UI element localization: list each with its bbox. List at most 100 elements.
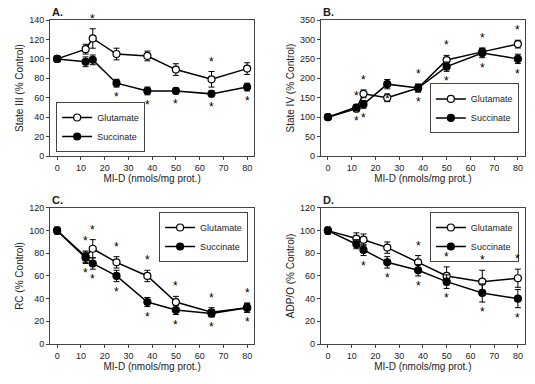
svg-text:30: 30 [123, 163, 133, 173]
svg-text:*: * [361, 111, 366, 125]
svg-text:B.: B. [323, 6, 334, 18]
svg-text:*: * [385, 271, 390, 285]
svg-text:*: * [114, 285, 119, 299]
svg-text:120: 120 [300, 203, 315, 213]
svg-text:RC (% Control): RC (% Control) [14, 242, 25, 310]
svg-text:0: 0 [310, 339, 315, 349]
svg-text:Glutamate: Glutamate [471, 94, 513, 104]
svg-text:20: 20 [370, 163, 380, 173]
svg-text:10: 10 [76, 351, 86, 361]
svg-text:70: 70 [218, 163, 228, 173]
svg-text:20: 20 [100, 351, 110, 361]
svg-text:20: 20 [34, 132, 44, 142]
svg-text:*: * [416, 95, 421, 109]
svg-text:40: 40 [34, 294, 44, 304]
svg-text:120: 120 [29, 35, 44, 45]
svg-text:*: * [361, 73, 366, 87]
svg-text:*: * [90, 272, 95, 286]
svg-text:60: 60 [195, 351, 205, 361]
svg-text:80: 80 [34, 248, 44, 258]
svg-text:60: 60 [34, 271, 44, 281]
svg-text:250: 250 [300, 54, 315, 64]
svg-text:100: 100 [29, 54, 44, 64]
svg-text:*: * [209, 291, 214, 305]
svg-text:80: 80 [513, 163, 523, 173]
svg-text:0: 0 [55, 163, 60, 173]
svg-text:Succinate: Succinate [471, 113, 511, 123]
svg-text:*: * [245, 94, 250, 108]
svg-text:*: * [90, 12, 95, 26]
svg-text:*: * [245, 315, 250, 329]
svg-text:60: 60 [305, 271, 315, 281]
svg-text:0: 0 [310, 151, 315, 161]
svg-text:150: 150 [300, 93, 315, 103]
svg-text:80: 80 [305, 248, 315, 258]
svg-text:*: * [444, 250, 449, 264]
svg-text:80: 80 [513, 351, 523, 361]
svg-text:70: 70 [489, 351, 499, 361]
svg-text:*: * [83, 234, 88, 248]
svg-text:50: 50 [442, 351, 452, 361]
svg-text:MI-D (nmols/mg prot.): MI-D (nmols/mg prot.) [374, 361, 471, 372]
svg-text:*: * [209, 100, 214, 114]
svg-text:MI-D (nmols/mg prot.): MI-D (nmols/mg prot.) [104, 361, 201, 372]
svg-text:20: 20 [305, 316, 315, 326]
svg-text:ADP/O (% Control): ADP/O (% Control) [285, 234, 296, 318]
svg-text:Glutamate: Glutamate [471, 223, 513, 233]
svg-text:MI-D (nmols/mg prot.): MI-D (nmols/mg prot.) [104, 173, 201, 184]
svg-text:30: 30 [123, 351, 133, 361]
svg-text:40: 40 [305, 294, 315, 304]
svg-text:10: 10 [347, 351, 357, 361]
svg-text:140: 140 [29, 15, 44, 25]
svg-text:40: 40 [34, 112, 44, 122]
svg-text:*: * [444, 38, 449, 52]
svg-text:200: 200 [300, 73, 315, 83]
svg-text:0: 0 [39, 151, 44, 161]
svg-text:State III (% Control): State III (% Control) [14, 44, 25, 132]
svg-text:30: 30 [394, 351, 404, 361]
svg-text:80: 80 [242, 351, 252, 361]
svg-text:40: 40 [147, 351, 157, 361]
svg-text:10: 10 [76, 163, 86, 173]
svg-text:30: 30 [394, 163, 404, 173]
svg-text:*: * [145, 253, 150, 267]
svg-text:*: * [515, 67, 520, 81]
svg-text:70: 70 [489, 163, 499, 173]
svg-text:Succinate: Succinate [200, 242, 240, 252]
svg-text:*: * [361, 259, 366, 273]
svg-text:20: 20 [370, 351, 380, 361]
svg-text:*: * [173, 318, 178, 332]
svg-text:350: 350 [300, 15, 315, 25]
svg-text:D.: D. [323, 194, 334, 206]
svg-text:*: * [385, 77, 390, 91]
svg-text:60: 60 [465, 351, 475, 361]
svg-text:40: 40 [418, 163, 428, 173]
svg-text:Succinate: Succinate [471, 242, 511, 252]
svg-text:70: 70 [218, 351, 228, 361]
svg-text:*: * [83, 266, 88, 280]
svg-text:300: 300 [300, 35, 315, 45]
svg-text:60: 60 [34, 93, 44, 103]
svg-text:State IV (% Control): State IV (% Control) [285, 44, 296, 133]
svg-text:*: * [173, 279, 178, 293]
svg-text:100: 100 [29, 226, 44, 236]
svg-text:*: * [209, 55, 214, 69]
svg-text:0: 0 [325, 163, 330, 173]
svg-text:*: * [354, 114, 359, 128]
svg-text:40: 40 [418, 351, 428, 361]
svg-text:*: * [145, 98, 150, 112]
svg-text:50: 50 [442, 163, 452, 173]
svg-text:*: * [354, 89, 359, 103]
svg-text:60: 60 [195, 163, 205, 173]
svg-text:100: 100 [300, 226, 315, 236]
svg-text:10: 10 [347, 163, 357, 173]
svg-text:*: * [515, 311, 520, 325]
svg-text:80: 80 [34, 73, 44, 83]
svg-text:0: 0 [39, 339, 44, 349]
svg-text:*: * [480, 31, 485, 45]
svg-text:*: * [416, 67, 421, 81]
svg-text:Glutamate: Glutamate [97, 113, 139, 123]
svg-text:*: * [385, 92, 390, 106]
svg-text:*: * [515, 23, 520, 37]
svg-text:*: * [245, 286, 250, 300]
